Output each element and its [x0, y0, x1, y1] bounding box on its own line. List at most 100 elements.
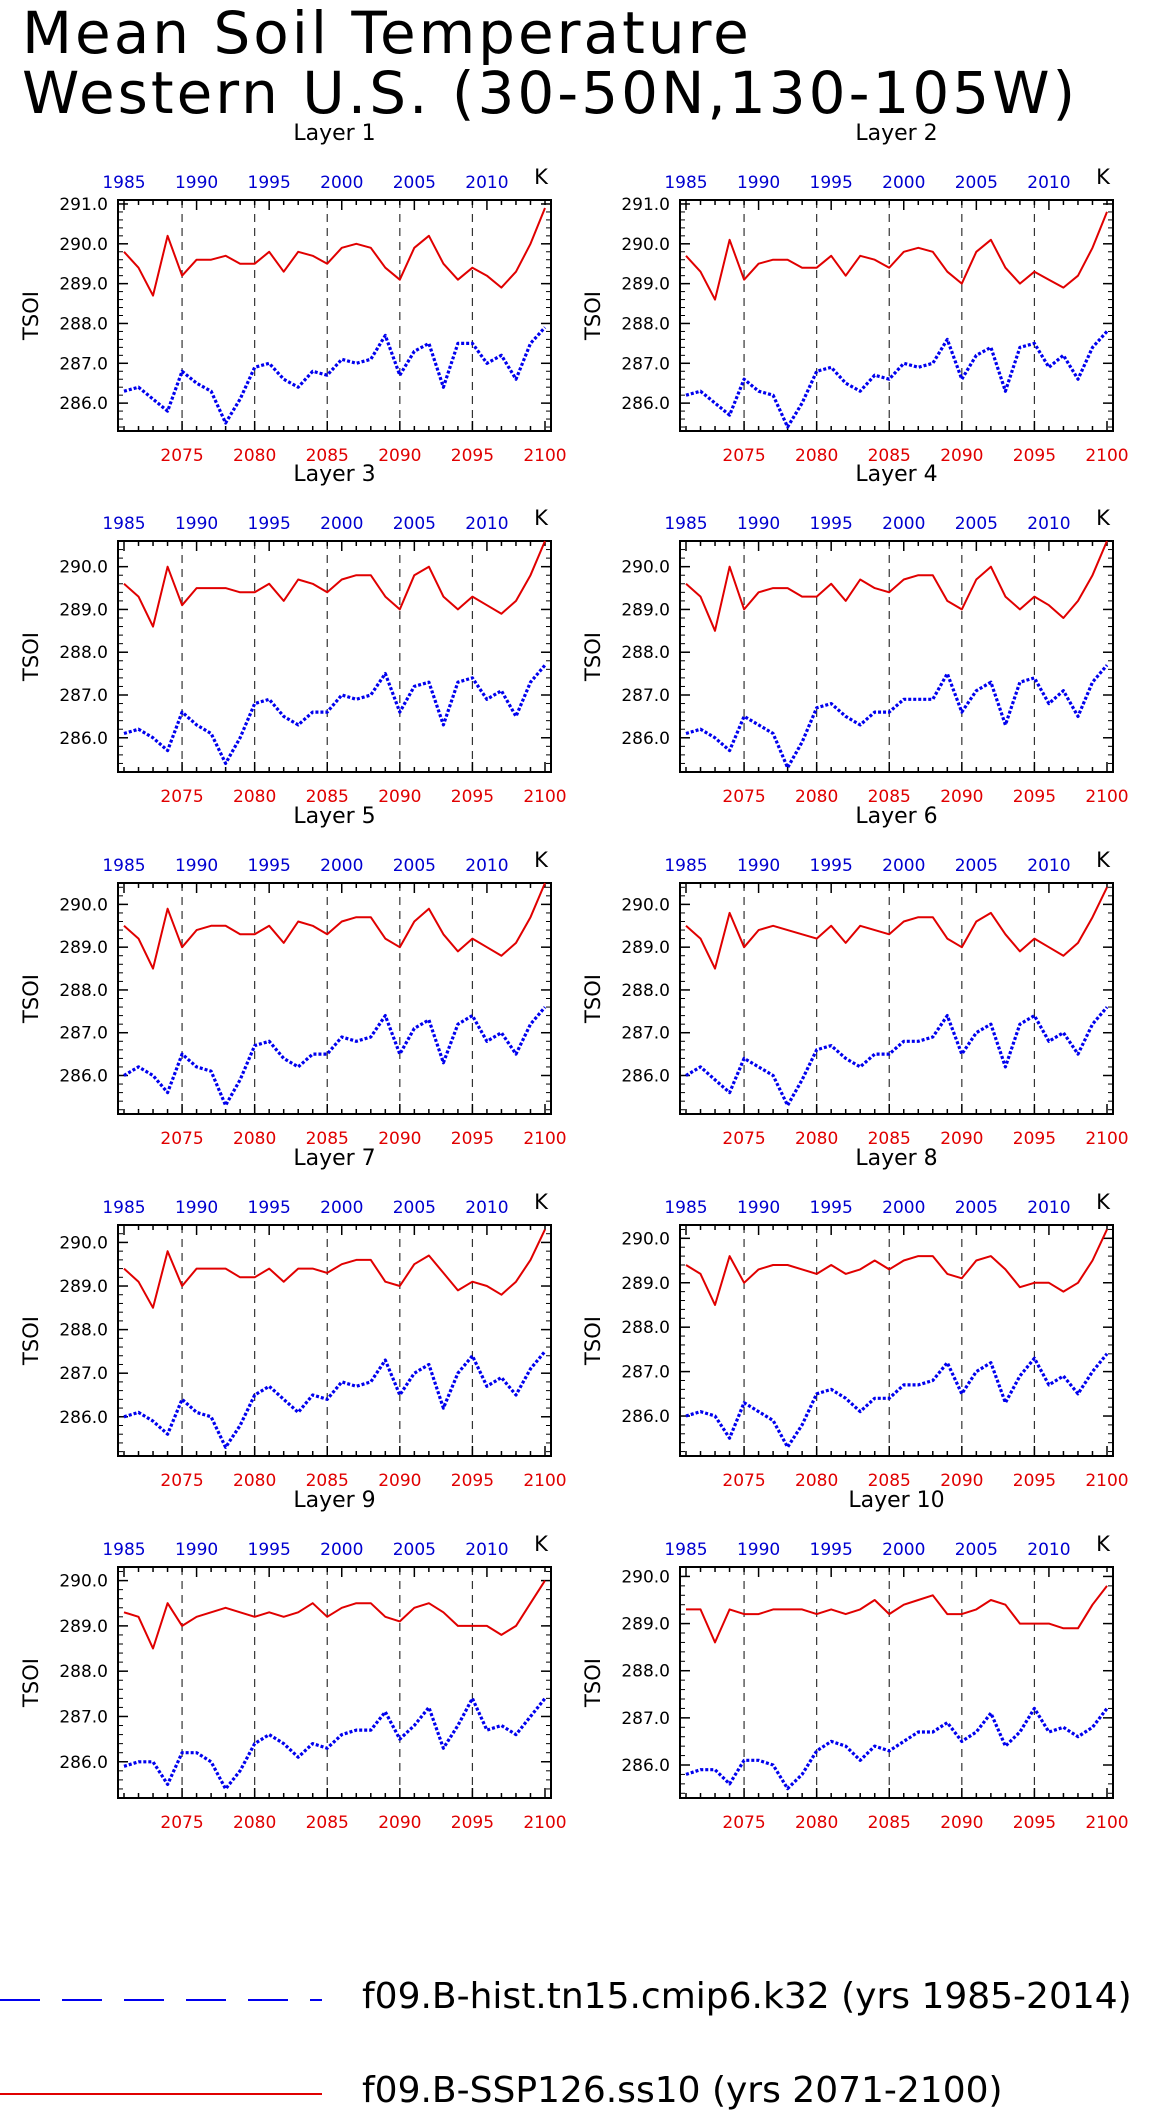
x-tick-label-bottom: 2090	[940, 787, 983, 807]
panel-title: Layer 9	[293, 1488, 375, 1513]
x-tick-label-top: 1990	[175, 173, 218, 193]
panel-frame	[679, 882, 1114, 1115]
x-tick-label-bottom: 2080	[795, 1129, 838, 1149]
panel-frame	[679, 1566, 1114, 1799]
y-tick-label: 287.0	[621, 1709, 670, 1729]
y-tick-label: 286.0	[621, 1756, 670, 1776]
x-tick-label-top: 2010	[465, 856, 508, 876]
x-tick-label-bottom: 2095	[451, 446, 494, 466]
x-tick-label-top: 2010	[1027, 1198, 1070, 1218]
units-label: K	[534, 848, 549, 872]
x-tick-label-bottom: 2095	[451, 1471, 494, 1491]
x-tick-label-bottom: 2095	[1013, 1471, 1056, 1491]
panel-frame	[117, 1566, 552, 1799]
x-tick-label-top: 1990	[737, 173, 780, 193]
panel-frame	[117, 1224, 552, 1457]
y-tick-label: 291.0	[59, 195, 108, 215]
y-tick-label: 288.0	[59, 1662, 108, 1682]
x-tick-label-top: 1995	[810, 1198, 853, 1218]
series-ssp126-line	[123, 1580, 546, 1650]
panel-title: Layer 2	[855, 121, 937, 146]
x-tick-label-top: 2010	[1027, 173, 1070, 193]
y-tick-label: 288.0	[59, 643, 108, 663]
x-tick-label-top: 1985	[102, 1540, 145, 1560]
x-tick-label-bottom: 2075	[722, 1471, 765, 1491]
x-tick-label-bottom: 2100	[523, 446, 566, 466]
x-tick-label-top: 2010	[465, 173, 508, 193]
x-tick-label-top: 1990	[175, 1540, 218, 1560]
y-tick-label: 287.0	[59, 686, 108, 706]
y-tick-label: 290.0	[621, 1229, 670, 1249]
panel-title: Layer 10	[848, 1488, 944, 1513]
x-tick-label-top: 1985	[102, 173, 145, 193]
x-tick-label-bottom: 2090	[378, 1813, 421, 1833]
x-tick-label-top: 1995	[248, 514, 291, 534]
x-tick-label-bottom: 2095	[451, 1813, 494, 1833]
x-tick-label-bottom: 2075	[722, 1813, 765, 1833]
units-label: K	[534, 1190, 549, 1214]
panel-frame	[679, 1224, 1114, 1457]
legend-ssp-swatch	[0, 2093, 322, 2095]
panel-frame	[679, 199, 1114, 432]
series-ssp126-line	[685, 540, 1108, 632]
x-tick-label-bottom: 2095	[1013, 446, 1056, 466]
legend-ssp-label: f09.B-SSP126.ss10 (yrs 2071-2100)	[362, 2070, 1003, 2111]
x-tick-label-bottom: 2080	[233, 1471, 276, 1491]
y-tick-label: 288.0	[621, 1662, 670, 1682]
units-label: K	[1096, 848, 1111, 872]
x-tick-label-bottom: 2090	[378, 1471, 421, 1491]
series-ssp126-line	[123, 1228, 546, 1309]
x-tick-label-top: 1995	[810, 856, 853, 876]
x-tick-label-bottom: 2095	[1013, 787, 1056, 807]
chart-title-line-2: Western U.S. (30-50N,130-105W)	[22, 59, 1079, 127]
x-tick-label-bottom: 2080	[795, 787, 838, 807]
x-tick-label-top: 2010	[1027, 514, 1070, 534]
x-tick-label-bottom: 2075	[160, 1129, 203, 1149]
y-tick-label: 288.0	[621, 314, 670, 334]
x-tick-label-bottom: 2100	[1085, 1813, 1128, 1833]
series-hist-line	[685, 330, 1109, 429]
x-tick-label-bottom: 2085	[868, 446, 911, 466]
x-tick-label-bottom: 2085	[306, 1129, 349, 1149]
x-tick-label-bottom: 2080	[233, 446, 276, 466]
x-tick-label-bottom: 2075	[722, 1129, 765, 1149]
y-tick-label: 288.0	[59, 1321, 108, 1341]
x-tick-label-top: 2000	[882, 173, 925, 193]
x-tick-label-top: 1985	[664, 173, 707, 193]
series-hist-line	[123, 326, 547, 425]
y-tick-label: 287.0	[59, 354, 108, 374]
x-tick-label-top: 1985	[664, 1540, 707, 1560]
x-tick-label-top: 2000	[882, 1198, 925, 1218]
x-tick-label-top: 1990	[737, 514, 780, 534]
series-hist-line	[123, 1006, 547, 1108]
x-tick-label-bottom: 2100	[1085, 787, 1128, 807]
x-tick-label-top: 2005	[955, 514, 998, 534]
panel-title: Layer 1	[293, 121, 375, 146]
x-tick-label-top: 1995	[248, 1198, 291, 1218]
units-label: K	[1096, 506, 1111, 530]
y-tick-label: 288.0	[621, 1318, 670, 1338]
x-tick-label-top: 1985	[664, 1198, 707, 1218]
y-tick-label: 287.0	[59, 1364, 108, 1384]
y-axis-label: TSOI	[581, 1316, 605, 1366]
y-axis-label: TSOI	[19, 1316, 43, 1366]
units-label: K	[1096, 1532, 1111, 1556]
y-axis-label: TSOI	[581, 974, 605, 1024]
x-tick-label-top: 1995	[810, 173, 853, 193]
y-axis-label: TSOI	[581, 1658, 605, 1708]
legend-hist-label: f09.B-hist.tn15.cmip6.k32 (yrs 1985-2014…	[362, 1976, 1132, 2017]
series-hist-line	[123, 1350, 547, 1449]
x-tick-label-top: 2005	[393, 514, 436, 534]
series-ssp126-line	[685, 211, 1108, 301]
x-tick-label-bottom: 2100	[523, 1813, 566, 1833]
x-tick-label-top: 1995	[810, 1540, 853, 1560]
x-tick-label-top: 1985	[664, 856, 707, 876]
units-label: K	[534, 1532, 549, 1556]
x-tick-label-top: 1990	[737, 856, 780, 876]
y-tick-label: 288.0	[59, 981, 108, 1001]
y-tick-label: 286.0	[621, 394, 670, 414]
x-tick-label-top: 1995	[248, 856, 291, 876]
y-tick-label: 287.0	[621, 1024, 670, 1044]
x-tick-label-top: 2010	[465, 514, 508, 534]
x-tick-label-top: 2005	[393, 173, 436, 193]
